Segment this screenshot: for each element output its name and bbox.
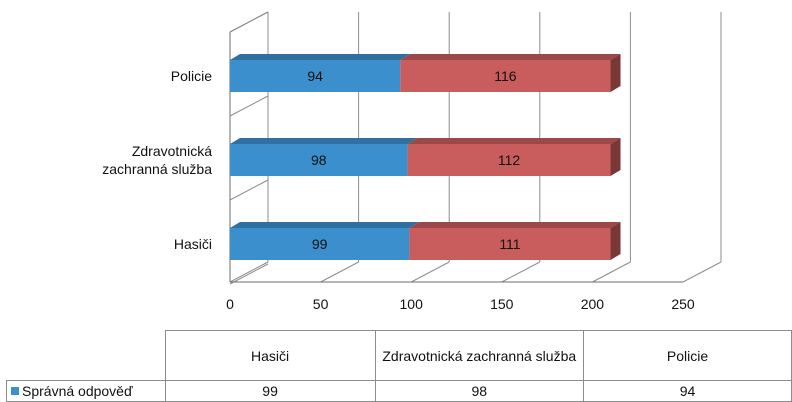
data-table-row-label: Správná odpověď bbox=[6, 380, 166, 402]
bar-segment bbox=[230, 60, 401, 92]
gridline-floor bbox=[682, 261, 722, 283]
data-table-header-hasici: Hasiči bbox=[164, 330, 376, 381]
legend-label: Správná odpověď bbox=[22, 383, 133, 399]
x-tick-label: 0 bbox=[226, 296, 234, 312]
data-table-cell: 99 bbox=[164, 380, 376, 402]
bar-segment bbox=[400, 60, 611, 92]
data-label: 116 bbox=[494, 68, 517, 84]
data-table-header-policie: Policie bbox=[583, 330, 792, 381]
data-label: 94 bbox=[307, 68, 323, 84]
data-table-header-zzs: Zdravotnická zachranná služba bbox=[374, 330, 585, 381]
category-divider bbox=[229, 95, 269, 117]
bar-segment bbox=[230, 144, 408, 176]
bar-side-face bbox=[610, 138, 621, 176]
data-table-cell: 98 bbox=[374, 380, 585, 402]
bar-segment bbox=[407, 144, 611, 176]
gridline-floor bbox=[592, 261, 631, 283]
bar-top-face bbox=[409, 222, 621, 228]
category-divider bbox=[229, 11, 269, 33]
bar-side-face bbox=[610, 222, 621, 260]
category-label: Zdravotnická bbox=[132, 143, 212, 159]
bar-segment bbox=[230, 228, 410, 260]
bar-segment bbox=[409, 228, 611, 260]
bar-top-face bbox=[230, 54, 411, 60]
data-table: Hasiči Zdravotnická zachranná služba Pol… bbox=[6, 330, 792, 402]
category-divider bbox=[229, 179, 269, 201]
x-tick-label: 50 bbox=[313, 296, 329, 312]
category-label: Policie bbox=[171, 68, 212, 84]
x-tick-label: 250 bbox=[671, 296, 695, 312]
gridline-floor bbox=[229, 261, 269, 283]
bar-side-face bbox=[610, 54, 621, 92]
data-label: 111 bbox=[499, 236, 520, 252]
data-table-cell: 94 bbox=[583, 380, 792, 402]
data-label: 98 bbox=[311, 152, 327, 168]
x-tick-label: 200 bbox=[581, 296, 605, 312]
bar-top-face bbox=[230, 222, 420, 228]
category-label: zachranná služba bbox=[102, 161, 212, 177]
data-label: 99 bbox=[312, 236, 328, 252]
bar-top-face bbox=[400, 54, 621, 60]
stacked-bar-chart: 0 50 100 150 200 250 94 116 Policie 98 112 Zdravotn… bbox=[102, 11, 722, 312]
legend-swatch bbox=[11, 387, 19, 395]
gridline-floor bbox=[320, 261, 359, 283]
x-tick-label: 150 bbox=[490, 296, 514, 312]
data-table-corner bbox=[6, 330, 166, 381]
x-tick-label: 100 bbox=[400, 296, 424, 312]
bar-top-face bbox=[407, 138, 621, 144]
data-label: 112 bbox=[498, 152, 521, 168]
category-label: Hasiči bbox=[174, 236, 212, 252]
gridline-floor bbox=[410, 261, 450, 283]
category-divider bbox=[229, 263, 269, 285]
bar-top-face bbox=[230, 138, 418, 144]
gridline-floor bbox=[501, 261, 541, 283]
